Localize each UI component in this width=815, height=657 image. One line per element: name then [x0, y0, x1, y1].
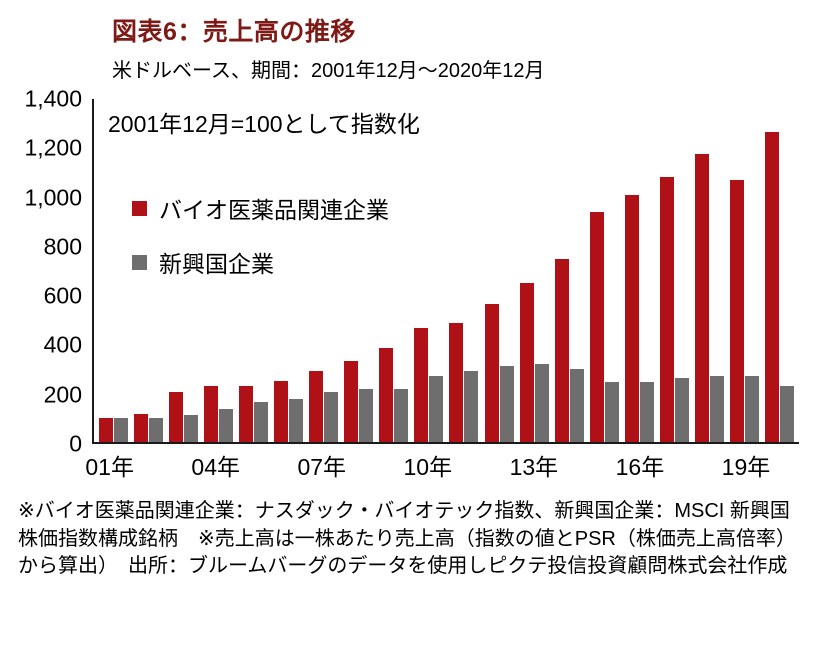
bar-emerging [779, 385, 794, 442]
x-tick-label: 13年 [509, 454, 559, 480]
bar-emerging [534, 363, 549, 442]
bar-group [484, 99, 514, 442]
y-tick-label: 400 [43, 331, 82, 358]
bar-bio [554, 259, 569, 442]
x-axis-labels: 01年 04年 07年 10年 13年 16年 19年 [85, 448, 799, 484]
bar-emerging [464, 370, 479, 442]
chart-title: 図表6：売上高の推移 [112, 18, 356, 46]
legend-label-bio: バイオ医薬品関連企業 [159, 197, 389, 223]
bar-emerging [709, 375, 724, 442]
bar-group [274, 99, 304, 442]
bar-emerging [429, 375, 444, 442]
bar-bio [484, 303, 499, 442]
bar-bio [99, 417, 113, 442]
bar-emerging [289, 399, 304, 442]
plot-column: 2001年12月=100として指数化 バイオ医薬品関連企業 新興国企業 01年 0… [85, 99, 799, 484]
chart-subtitle: 米ドルベース、期間：2001年12月～2020年12月 [112, 60, 545, 82]
bar-bio [134, 413, 149, 442]
y-tick-label: 1,200 [24, 134, 82, 161]
bar-bio [449, 323, 464, 442]
legend: バイオ医薬品関連企業 新興国企業 [132, 191, 389, 299]
x-tick-label: 07年 [297, 454, 347, 480]
x-tick-label: 16年 [615, 454, 665, 480]
bar-emerging [744, 375, 759, 442]
legend-item-emerging: 新興国企業 [132, 245, 389, 279]
bar-group [554, 99, 584, 442]
bar-emerging [149, 417, 164, 442]
bar-emerging [219, 408, 234, 442]
y-axis: 0 200 400 600 800 1,000 1,200 1,400 [0, 86, 92, 457]
x-tick-label: 01年 [85, 454, 134, 480]
bar-bio [764, 132, 779, 442]
bar-group [239, 99, 269, 442]
bar-emerging [184, 415, 199, 442]
bar-group [449, 99, 479, 442]
y-tick-label: 200 [43, 381, 82, 408]
bar-bio [414, 328, 429, 442]
bar-group [624, 99, 654, 442]
bar-emerging [639, 381, 654, 442]
y-tick-label: 0 [69, 430, 82, 457]
bar-emerging [324, 391, 339, 442]
y-tick-label: 1,000 [24, 184, 82, 211]
bar-emerging [114, 417, 128, 442]
plot-region: 2001年12月=100として指数化 バイオ医薬品関連企業 新興国企業 [92, 99, 799, 444]
bar-group [169, 99, 199, 442]
x-tick-label: 10年 [403, 454, 453, 480]
bar-group [309, 99, 339, 442]
bar-group [134, 99, 164, 442]
footnote: ※バイオ医薬品関連企業：ナスダック・バイオテック指数、新興国企業：MSCI 新興… [18, 500, 796, 578]
bar-group [659, 99, 689, 442]
bar-emerging [359, 389, 374, 442]
bar-bio [239, 385, 254, 442]
bar-bio [309, 370, 324, 442]
y-tick-label: 600 [43, 282, 82, 309]
bar-bio [659, 177, 674, 442]
legend-label-emerging: 新興国企業 [159, 251, 274, 277]
bar-group [519, 99, 549, 442]
bar-bio [344, 361, 359, 442]
bar-bio [729, 179, 744, 442]
bar-group [414, 99, 444, 442]
bar-group [729, 99, 759, 442]
chart-header: 図表6：売上高の推移 米ドルベース、期間：2001年12月～2020年12月 [0, 0, 815, 83]
bar-group [379, 99, 409, 442]
bar-group [589, 99, 619, 442]
bar-emerging [569, 368, 584, 442]
legend-swatch-bio [132, 200, 147, 216]
bar-bio [694, 154, 709, 442]
x-tick-label: 19年 [721, 454, 771, 480]
bar-bio [589, 211, 604, 442]
bar-emerging [254, 401, 269, 442]
bar-bio [519, 282, 534, 442]
bars-container [94, 99, 799, 442]
bar-group [764, 99, 794, 442]
y-tick-label: 1,400 [24, 85, 82, 112]
bar-group [694, 99, 724, 442]
chart-area: 0 200 400 600 800 1,000 1,200 1,400 2001年12月=10… [0, 86, 815, 484]
bar-bio [624, 194, 639, 442]
bar-emerging [499, 366, 514, 442]
x-tick-label: 04年 [191, 454, 241, 480]
bar-bio [169, 391, 184, 442]
y-tick-label: 800 [43, 233, 82, 260]
bar-bio [274, 380, 289, 442]
bar-group [344, 99, 374, 442]
bar-group [99, 99, 128, 442]
bar-bio [204, 385, 219, 442]
legend-swatch-emerging [132, 254, 147, 270]
bar-group [204, 99, 234, 442]
bar-emerging [394, 389, 409, 442]
bar-emerging [604, 381, 619, 442]
legend-item-bio: バイオ医薬品関連企業 [132, 191, 389, 225]
bar-emerging [674, 378, 689, 442]
index-base-annotation: 2001年12月=100として指数化 [108, 111, 420, 137]
bar-bio [379, 347, 394, 442]
